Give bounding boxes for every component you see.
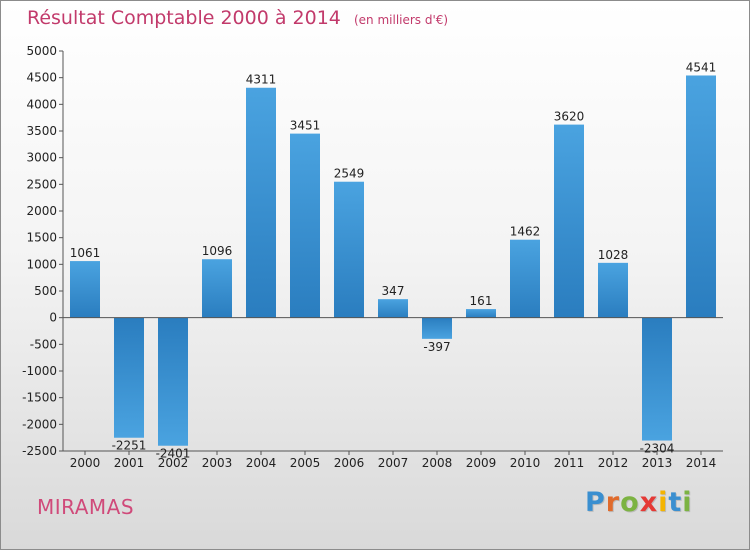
y-tick-label: 2000 [26, 204, 57, 218]
logo-letter: r [605, 487, 621, 518]
logo-letter: i [658, 487, 669, 518]
x-tick-label-2012: 2012 [598, 456, 629, 470]
logo-letter: o [620, 487, 640, 518]
x-tick-label-2001: 2001 [114, 456, 145, 470]
y-tick-label: -1000 [22, 364, 57, 378]
proxiti-logo: Proxiti [585, 487, 693, 518]
y-tick-label: 5000 [26, 44, 57, 58]
x-tick-label-2009: 2009 [466, 456, 497, 470]
y-tick-label: 500 [34, 284, 57, 298]
y-tick-label: 0 [49, 311, 57, 325]
bar-2012 [598, 262, 628, 318]
bar-2008 [422, 317, 452, 339]
data-label-2001: -2251 [112, 439, 147, 453]
bar-2011 [554, 124, 584, 318]
x-tick-label-2003: 2003 [202, 456, 233, 470]
x-tick-label-2007: 2007 [378, 456, 409, 470]
bar-2002 [158, 317, 188, 446]
bar-2005 [290, 133, 320, 318]
data-label-2013: -2304 [640, 442, 675, 456]
bar-2000 [70, 261, 100, 318]
y-tick-label: 2500 [26, 177, 57, 191]
data-label-2014: 4541 [686, 60, 717, 74]
y-tick-label: -2000 [22, 417, 57, 431]
data-label-2010: 1462 [510, 225, 541, 239]
x-tick-label-2010: 2010 [510, 456, 541, 470]
y-tick-label: 4500 [26, 71, 57, 85]
bar-2009 [466, 309, 496, 318]
x-tick-label-2008: 2008 [422, 456, 453, 470]
x-tick-label-2005: 2005 [290, 456, 321, 470]
bar-2006 [334, 181, 364, 318]
x-tick-label-2002: 2002 [158, 456, 189, 470]
x-tick-label-2004: 2004 [246, 456, 277, 470]
y-tick-label: -500 [30, 337, 57, 351]
data-label-2005: 3451 [290, 119, 321, 133]
x-tick-label-2014: 2014 [686, 456, 717, 470]
data-label-2007: 347 [382, 284, 405, 298]
x-tick-label-2011: 2011 [554, 456, 585, 470]
data-label-2004: 4311 [246, 73, 277, 87]
x-tick-label-2000: 2000 [70, 456, 101, 470]
x-tick-label-2006: 2006 [334, 456, 365, 470]
data-label-2009: 161 [470, 294, 493, 308]
chart-title-block: Résultat Comptable 2000 à 2014 (en milli… [27, 7, 448, 29]
y-tick-label: 3500 [26, 124, 57, 138]
logo-letter: i [682, 487, 693, 518]
bar-2010 [510, 239, 540, 318]
chart-title: Résultat Comptable 2000 à 2014 [27, 7, 341, 29]
x-tick-label-2013: 2013 [642, 456, 673, 470]
y-tick-label: 4000 [26, 97, 57, 111]
chart-subtitle: (en milliers d'€) [353, 13, 449, 27]
y-tick-label: 3000 [26, 151, 57, 165]
data-label-2011: 3620 [554, 110, 585, 124]
bar-2007 [378, 299, 408, 318]
data-label-2003: 1096 [202, 244, 233, 258]
city-name: MIRAMAS [37, 495, 135, 519]
logo-letter: x [639, 487, 659, 518]
logo-letter: t [668, 487, 683, 518]
y-tick-label: 1500 [26, 231, 57, 245]
logo-letter: P [585, 487, 606, 518]
bar-2004 [246, 87, 276, 318]
data-label-2012: 1028 [598, 248, 629, 262]
bar-2003 [202, 259, 232, 318]
y-tick-label: 1000 [26, 257, 57, 271]
y-tick-label: -2500 [22, 444, 57, 458]
bar-2001 [114, 317, 144, 438]
bar-2013 [642, 317, 672, 441]
data-label-2006: 2549 [334, 167, 365, 181]
y-tick-label: -1500 [22, 391, 57, 405]
data-label-2008: -397 [423, 340, 450, 354]
bar-2014 [686, 75, 716, 318]
data-label-2000: 1061 [70, 246, 101, 260]
